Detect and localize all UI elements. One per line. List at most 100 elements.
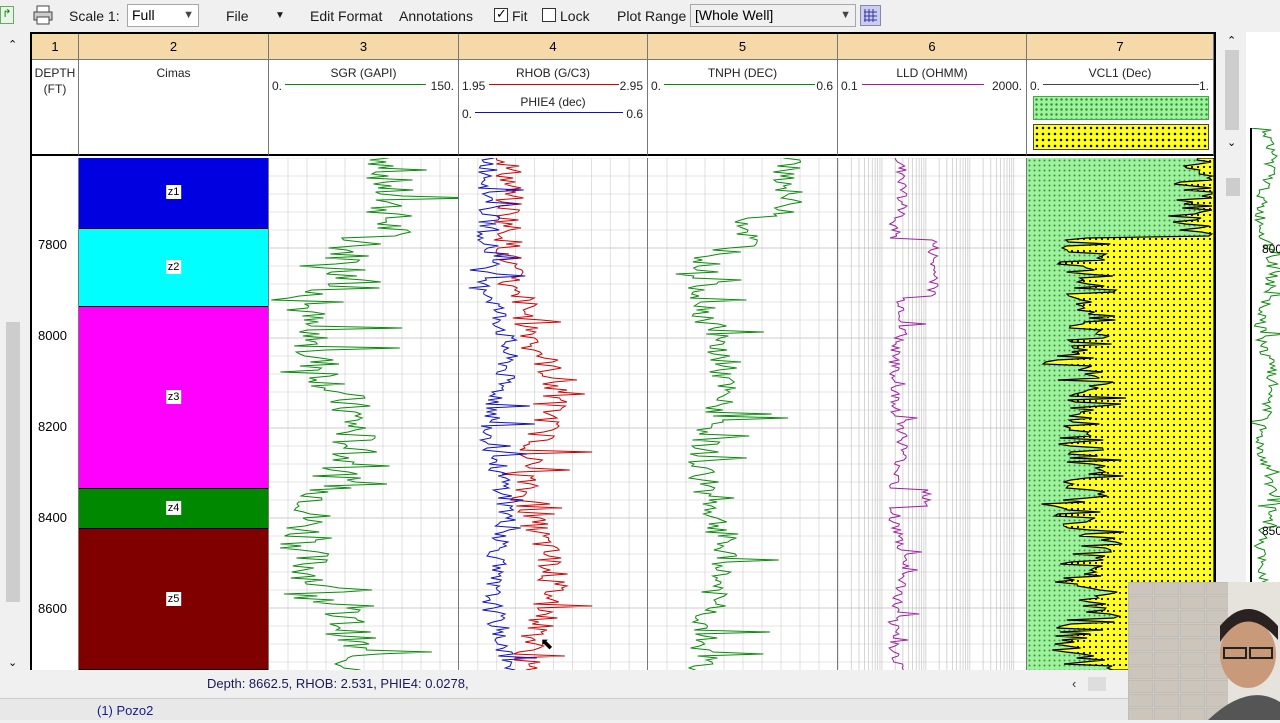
rhob-phie-track[interactable] xyxy=(459,158,648,670)
phie-curve xyxy=(468,158,537,670)
depth-label: 800 xyxy=(1262,242,1280,256)
second-well-panel[interactable]: 800 850 xyxy=(1246,32,1280,688)
sgr-max: 150. xyxy=(430,79,454,93)
rhob-phie-curve-plot xyxy=(459,158,647,670)
chevron-down-icon: ▼ xyxy=(840,9,851,21)
sand-fill-legend xyxy=(1033,124,1209,150)
depth-label: 8200 xyxy=(38,419,67,434)
track-number: 4 xyxy=(459,34,648,60)
scroll-down-icon[interactable]: ⌄ xyxy=(1227,137,1237,149)
sand-fill xyxy=(1041,158,1214,670)
refresh-icon[interactable]: ↱ xyxy=(0,6,14,24)
depth-label: 850 xyxy=(1262,524,1280,538)
scroll-thumb[interactable] xyxy=(1225,50,1239,130)
chevron-down-icon: ▼ xyxy=(183,9,194,21)
track-number: 6 xyxy=(838,34,1027,60)
depth-header[interactable]: DEPTH (FT) xyxy=(32,60,79,156)
vcl-title: VCL1 (Dec) xyxy=(1088,66,1152,80)
rhob-scale-line xyxy=(489,84,619,85)
fit-label: Fit xyxy=(512,8,528,24)
depth-track[interactable]: 7800 8000 8200 8400 8600 xyxy=(32,158,79,670)
cimas-title: Cimas xyxy=(156,66,191,80)
file-menu[interactable]: File xyxy=(226,8,249,24)
depth-title: DEPTH xyxy=(34,66,76,80)
phie-min: 0. xyxy=(462,107,473,121)
sgr-header[interactable]: SGR (GAPI) 0. 150. xyxy=(269,60,459,156)
lld-title: LLD (OHMM) xyxy=(896,66,968,80)
well-tab[interactable]: (1) Pozo2 xyxy=(97,703,154,718)
scale-value: Full xyxy=(132,7,155,23)
scale-select[interactable]: Full ▼ xyxy=(127,4,199,27)
lld-scale-line xyxy=(862,84,984,85)
vcl-curve-plot xyxy=(1027,158,1214,670)
zone-z5[interactable]: z5 xyxy=(79,529,268,670)
tnph-track[interactable] xyxy=(648,158,838,670)
vcl-max: 1. xyxy=(1198,79,1209,93)
log-plot: 1 2 3 4 5 6 7 DEPTH (FT) Cimas SGR (GAPI… xyxy=(30,32,1216,670)
depth-label: 7800 xyxy=(38,237,67,252)
scroll-left-icon[interactable]: ‹ xyxy=(1072,676,1077,691)
lld-track[interactable] xyxy=(838,158,1027,670)
zone-z4[interactable]: z4 xyxy=(79,489,268,529)
sgr-track[interactable] xyxy=(269,158,459,670)
file-dropdown-icon[interactable]: ▼ xyxy=(275,10,285,21)
plot-range-value: [Whole Well] xyxy=(695,7,774,23)
grid-layout-icon[interactable] xyxy=(860,5,881,26)
scroll-thumb[interactable] xyxy=(6,322,20,602)
zone-label: z3 xyxy=(165,390,182,404)
track-number: 3 xyxy=(269,34,459,60)
depth-label: 8400 xyxy=(38,510,67,525)
lld-header[interactable]: LLD (OHMM) 0.1 2000. xyxy=(838,60,1027,156)
plot-range-label: Plot Range xyxy=(617,8,687,24)
scroll-up-icon[interactable]: ⌃ xyxy=(1227,35,1237,47)
edit-format-button[interactable]: Edit Format xyxy=(310,8,383,24)
rhob-max: 2.95 xyxy=(619,79,643,93)
depth-label: 8000 xyxy=(38,328,67,343)
lock-checkbox[interactable] xyxy=(542,8,556,22)
lld-curve-plot xyxy=(838,158,1026,670)
phie-scale-line xyxy=(475,112,623,113)
vcl-header[interactable]: VCL1 (Dec) 0. 1. xyxy=(1027,60,1214,156)
bottom-tabbar: (1) Pozo2 xyxy=(0,698,1280,720)
annotations-button[interactable]: Annotations xyxy=(399,8,473,24)
scroll-down-icon[interactable]: ⌄ xyxy=(8,657,18,669)
sgr-scale-line xyxy=(285,84,426,85)
scale-label: Scale 1: xyxy=(69,8,120,24)
vcl-min: 0. xyxy=(1030,79,1041,93)
zone-label: z5 xyxy=(165,592,182,606)
lock-label: Lock xyxy=(560,8,590,24)
cimas-header[interactable]: Cimas xyxy=(79,60,269,156)
tnph-curve xyxy=(675,158,803,670)
vertical-scrollbar[interactable]: ⌃ ⌄ xyxy=(4,32,22,672)
sgr-curve xyxy=(271,158,458,670)
depth-unit: (FT) xyxy=(43,82,67,96)
webcam-overlay xyxy=(1128,582,1280,720)
zone-z3[interactable]: z3 xyxy=(79,307,268,489)
depth-readout: Depth: 8662.5, RHOB: 2.531, PHIE4: 0.027… xyxy=(207,676,469,691)
sgr-title: SGR (GAPI) xyxy=(330,66,397,80)
cimas-track[interactable]: z1 z2 z3 z4 z5 xyxy=(79,158,269,670)
tnph-min: 0. xyxy=(651,79,662,93)
tnph-header[interactable]: TNPH (DEC) 0. 0.6 xyxy=(648,60,838,156)
zone-z2[interactable]: z2 xyxy=(79,229,268,307)
plot-range-select[interactable]: [Whole Well] ▼ xyxy=(690,4,856,27)
tnph-max: 0.6 xyxy=(816,79,833,93)
fit-checkbox[interactable]: ✓ xyxy=(494,6,508,22)
horizontal-scroll-thumb[interactable] xyxy=(1088,677,1106,691)
sgr-curve-plot xyxy=(269,158,458,670)
zone-z1[interactable]: z1 xyxy=(79,158,268,229)
header-scrollbar[interactable]: ⌃ ⌄ xyxy=(1222,32,1242,154)
track-number: 1 xyxy=(32,34,79,60)
rhob-header[interactable]: RHOB (G/C3) 1.95 2.95 PHIE4 (dec) 0. 0.6 xyxy=(459,60,648,156)
track-number: 7 xyxy=(1027,34,1214,60)
phie-title: PHIE4 (dec) xyxy=(520,95,586,109)
mouse-cursor-icon: ⬉ xyxy=(540,636,554,653)
shale-fill-legend xyxy=(1033,96,1209,120)
lld-max: 2000. xyxy=(991,79,1022,93)
checkmark-icon: ✓ xyxy=(496,6,507,21)
printer-icon[interactable] xyxy=(32,4,54,26)
scroll-up-icon[interactable]: ⌃ xyxy=(8,39,18,51)
track-scroll-thumb[interactable] xyxy=(1226,178,1240,196)
lld-min: 0.1 xyxy=(841,79,858,93)
tnph-scale-line xyxy=(664,84,815,85)
